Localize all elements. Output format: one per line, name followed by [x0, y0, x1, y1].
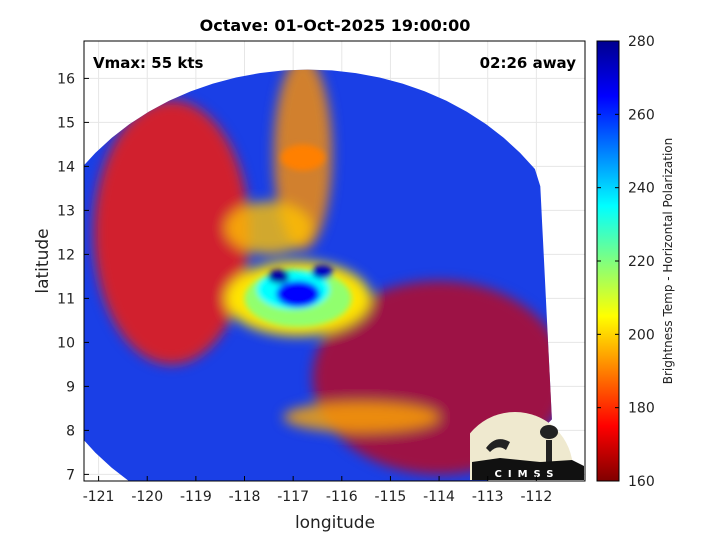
- x-tick-label: -121: [83, 489, 115, 505]
- colorbar-tick-label: 220: [628, 254, 655, 270]
- vmax-annotation: Vmax: 55 kts: [93, 54, 203, 72]
- swath-rainband-south: [283, 401, 440, 433]
- y-tick-label: 8: [66, 423, 75, 439]
- time-offset-annotation: 02:26 away: [480, 54, 577, 72]
- cimss-logo: CIMSS: [470, 412, 584, 480]
- logo-tower-icon: [546, 440, 552, 466]
- logo-dish-icon: [486, 439, 510, 452]
- x-tick-label: -114: [423, 489, 455, 505]
- x-tick-label: -112: [520, 489, 552, 505]
- colorbar-tick-label: 260: [628, 107, 655, 123]
- x-tick-label: -113: [472, 489, 504, 505]
- feature-cold-cloud-north: [267, 269, 290, 284]
- y-axis-ticks: 7 8 9 10 11 12 13 14 15 16: [57, 71, 89, 483]
- x-tick-label: -119: [180, 489, 212, 505]
- feature-eyewall-core: [276, 280, 320, 308]
- colorbar-label: Brightness Temp - Horizontal Polarizatio…: [661, 138, 675, 385]
- x-axis-ticks: -121 -120 -119 -118 -117 -116 -115 -114 -113 -112: [83, 476, 552, 505]
- x-axis-label: longitude: [295, 513, 375, 533]
- chart-title: Octave: 01-Oct-2025 19:00:00: [200, 16, 471, 35]
- logo-building-icon: [472, 458, 584, 480]
- y-tick-label: 14: [57, 159, 75, 175]
- swath-region-west: [93, 100, 250, 365]
- colorbar-tick-label: 280: [628, 34, 655, 50]
- x-tick-label: -115: [375, 489, 407, 505]
- x-tick-label: -117: [277, 489, 309, 505]
- x-tick-label: -118: [229, 489, 261, 505]
- logo-text: CIMSS: [495, 469, 560, 480]
- y-tick-label: 15: [57, 115, 75, 131]
- feature-rainband-north: [280, 144, 325, 171]
- swath-rainband-west: [225, 201, 313, 255]
- y-tick-label: 9: [66, 379, 75, 395]
- y-tick-label: 11: [57, 291, 75, 307]
- colorbar-tick-label: 160: [628, 474, 655, 490]
- y-tick-label: 7: [66, 467, 75, 483]
- y-tick-label: 13: [57, 203, 75, 219]
- colorbar-tick-label: 240: [628, 181, 655, 197]
- feature-cold-cloud-east: [311, 264, 334, 280]
- plot-frame: [83, 40, 586, 482]
- colorbar-ticks: 160 180 200 220 240 260 280: [597, 34, 655, 490]
- y-tick-label: 12: [57, 247, 75, 263]
- logo-tank-icon: [540, 425, 558, 439]
- x-tick-label: -116: [326, 489, 358, 505]
- y-tick-label: 10: [57, 335, 75, 351]
- colorbar-tick-label: 200: [628, 327, 655, 343]
- colorbar-tick-label: 180: [628, 401, 655, 417]
- x-tick-label: -120: [131, 489, 163, 505]
- y-tick-label: 16: [57, 71, 75, 87]
- y-axis-label: latitude: [33, 228, 53, 293]
